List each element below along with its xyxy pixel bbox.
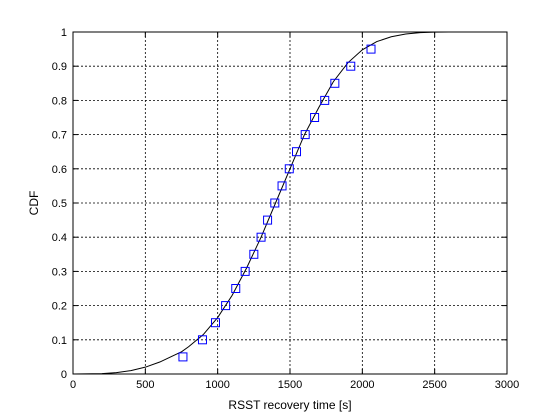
plot-frame	[72, 31, 508, 375]
x-tick-label: 2000	[350, 379, 374, 391]
empirical-cdf-point	[249, 249, 259, 259]
x-tick-label: 0	[70, 379, 76, 391]
empirical-cdf-point	[284, 164, 294, 174]
y-tick-label: 0.8	[52, 95, 67, 107]
empirical-cdf-point	[197, 335, 207, 345]
x-tick-label: 500	[136, 379, 154, 391]
empirical-cdf-point	[292, 147, 302, 157]
y-tick-label: 1	[61, 27, 67, 39]
y-tick-label: 0.6	[52, 164, 67, 176]
empirical-cdf-point	[346, 61, 356, 71]
y-axis-label: CDF	[27, 191, 41, 216]
x-tick-label: 1000	[205, 379, 229, 391]
grid	[73, 32, 507, 374]
empirical-cdf-point	[310, 113, 320, 122]
x-tick-label: 3000	[495, 379, 519, 391]
y-tick-label: 0	[61, 369, 67, 381]
empirical-cdf-point	[263, 215, 273, 225]
empirical-cdf-point	[320, 95, 330, 105]
y-tick-label: 0.7	[52, 130, 67, 142]
y-tick-label: 0.2	[52, 301, 67, 313]
series-layer	[72, 31, 507, 375]
x-tick-label: 2500	[422, 379, 446, 391]
empirical-cdf-point	[270, 198, 280, 208]
empirical-cdf-point	[277, 181, 287, 191]
empirical-cdf-point	[256, 232, 266, 242]
fitted-cdf-line	[72, 31, 507, 375]
y-tick-label: 0.1	[52, 335, 67, 347]
tick-labels: 0 500 1000 1500 2000 2500 3000 0 0.1 0.2 0.3 0.4 0.5…	[52, 27, 520, 391]
empirical-cdf-point	[221, 301, 231, 311]
x-tick-label: 1500	[278, 379, 302, 391]
y-tick-label: 0.3	[52, 266, 67, 278]
empirical-cdf-point	[366, 44, 376, 54]
y-tick-label: 0.9	[52, 61, 67, 73]
x-axis-label: RSST recovery time [s]	[228, 398, 351, 412]
empirical-cdf-point	[210, 318, 220, 328]
empirical-cdf-point	[300, 130, 310, 140]
empirical-cdf-point	[330, 78, 340, 88]
empirical-cdf-point	[240, 266, 250, 276]
empirical-cdf-point	[178, 352, 188, 362]
empirical-cdf-point	[231, 284, 241, 293]
y-tick-label: 0.5	[52, 198, 67, 210]
y-tick-label: 0.4	[52, 232, 67, 244]
